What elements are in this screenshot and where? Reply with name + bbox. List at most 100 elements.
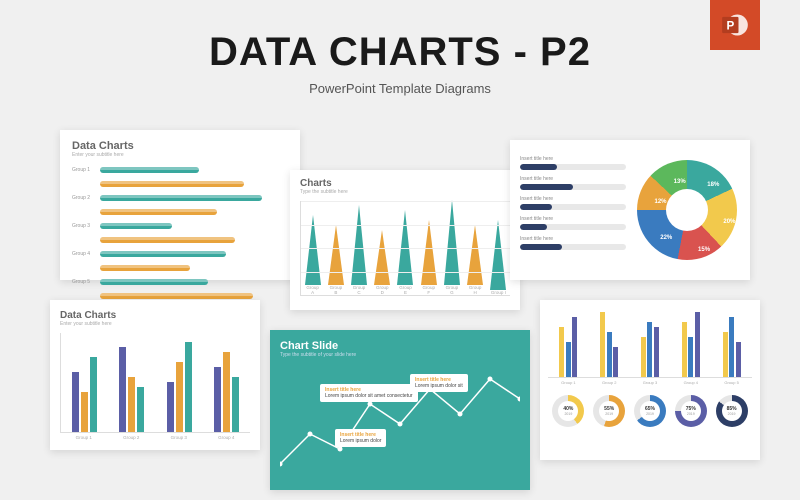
page-heading: DATA CHARTS - P2 PowerPoint Template Dia… <box>0 30 800 96</box>
donut-segment-label: 13% <box>674 179 686 185</box>
progress-ring: 55%2019 <box>593 395 625 427</box>
chart-callout: Insert title hereLorem ipsum dolor sit a… <box>320 384 418 402</box>
cone-bar <box>351 205 367 285</box>
horizontal-bar <box>100 293 253 299</box>
horizontal-bar <box>100 195 262 201</box>
progress-fill <box>520 204 552 210</box>
cone-bar <box>490 220 506 290</box>
progress-fill <box>520 244 562 250</box>
ring-year: 2019 <box>687 412 695 416</box>
horizontal-bar <box>100 167 199 173</box>
bar-label: Group 2 <box>72 195 100 201</box>
cone-label: Group A <box>305 285 321 295</box>
ring-year: 2019 <box>564 412 572 416</box>
slide5-subtitle: Type the subtitle of your slide here <box>280 352 520 358</box>
progress-label: Insert title here <box>520 216 626 222</box>
horizontal-bar <box>100 279 208 285</box>
vertical-bar <box>72 372 79 432</box>
progress-track: 40% <box>520 244 626 250</box>
progress-track: 50% <box>520 184 626 190</box>
mini-group-label: Group 1 <box>561 380 575 385</box>
cone-bar <box>328 225 344 285</box>
mini-group-label: Group 4 <box>684 380 698 385</box>
progress-ring: 85%2019 <box>716 395 748 427</box>
donut-segment-label: 12% <box>655 199 667 205</box>
progress-fill <box>520 184 573 190</box>
vertical-bar <box>137 387 144 432</box>
vertical-bar <box>128 377 135 432</box>
progress-ring: 40%2019 <box>552 395 584 427</box>
group-label: Group 4 <box>218 435 234 440</box>
cone-bar <box>421 220 437 285</box>
vertical-bar <box>81 392 88 432</box>
cone-bar <box>467 225 483 285</box>
group-label: Group 1 <box>76 435 92 440</box>
slide4-title: Data Charts <box>60 310 250 321</box>
vertical-bar <box>176 362 183 432</box>
mini-bar <box>736 342 741 377</box>
progress-track: 30% <box>520 204 626 210</box>
donut-segment-label: 22% <box>660 235 672 241</box>
mini-bar <box>572 317 577 377</box>
progress-fill <box>520 164 557 170</box>
horizontal-bar <box>100 237 235 243</box>
vertical-bar <box>214 367 221 432</box>
cone-bar <box>305 215 321 285</box>
mini-bar <box>729 317 734 377</box>
group-label: Group 3 <box>171 435 187 440</box>
mini-bar <box>607 332 612 377</box>
donut-segment-label: 20% <box>723 219 735 225</box>
horizontal-bar <box>100 265 190 271</box>
cone-label: Group I <box>490 290 506 295</box>
slide-cone-chart: Charts Type the subtitle here Group AGro… <box>290 170 520 310</box>
bar-label: Group 4 <box>72 251 100 257</box>
slide-horizontal-bars: Data Charts Enter your subtitle here Gro… <box>60 130 300 280</box>
progress-label: Insert title here <box>520 236 626 242</box>
vertical-bar <box>223 352 230 432</box>
slide5-title: Chart Slide <box>280 340 520 352</box>
ring-year: 2019 <box>605 412 613 416</box>
mini-bar <box>723 332 728 377</box>
mini-group-label: Group 3 <box>643 380 657 385</box>
mini-group-label: Group 5 <box>724 380 738 385</box>
mini-group-label: Group 2 <box>602 380 616 385</box>
vertical-bar <box>119 347 126 432</box>
progress-ring: 65%2019 <box>634 395 666 427</box>
cone-bar <box>374 230 390 285</box>
mini-bar <box>641 337 646 377</box>
horizontal-bar <box>100 223 172 229</box>
mini-bar <box>654 327 659 377</box>
bar-label: Group 1 <box>72 167 100 173</box>
mini-bar <box>695 312 700 377</box>
cone-label: Group C <box>351 285 367 295</box>
progress-label: Insert title here <box>520 156 626 162</box>
progress-label: Insert title here <box>520 176 626 182</box>
chart-callout: Insert title hereLorem ipsum dolor <box>335 429 386 447</box>
vertical-bar <box>167 382 174 432</box>
progress-ring: 75%2019 <box>675 395 707 427</box>
mini-bar <box>600 312 605 377</box>
group-label: Group 2 <box>123 435 139 440</box>
bar-label: Group 5 <box>72 279 100 285</box>
mini-bar <box>682 322 687 377</box>
slide-bars-rings: Group 1 Group 2 Group 3 Group 4 Group 5 40%2… <box>540 300 760 460</box>
horizontal-bar <box>100 209 217 215</box>
vertical-bar <box>90 357 97 432</box>
cone-label: Group F <box>421 285 437 295</box>
ring-year: 2019 <box>646 412 654 416</box>
ring-year: 2019 <box>728 412 736 416</box>
cone-label: Group H <box>467 285 483 295</box>
progress-track: 25% <box>520 224 626 230</box>
slide-line-chart: Chart Slide Type the subtitle of your sl… <box>270 330 530 490</box>
mini-bar <box>566 342 571 377</box>
cone-label: Group E <box>397 285 413 295</box>
progress-fill <box>520 224 547 230</box>
cone-label: Group G <box>444 285 460 295</box>
mini-bar <box>688 337 693 377</box>
progress-label: Insert title here <box>520 196 626 202</box>
cone-label: Group B <box>328 285 344 295</box>
vertical-bar <box>232 377 239 432</box>
slide1-title: Data Charts <box>72 140 288 152</box>
mini-bar <box>647 322 652 377</box>
slide2-title: Charts <box>300 178 510 189</box>
